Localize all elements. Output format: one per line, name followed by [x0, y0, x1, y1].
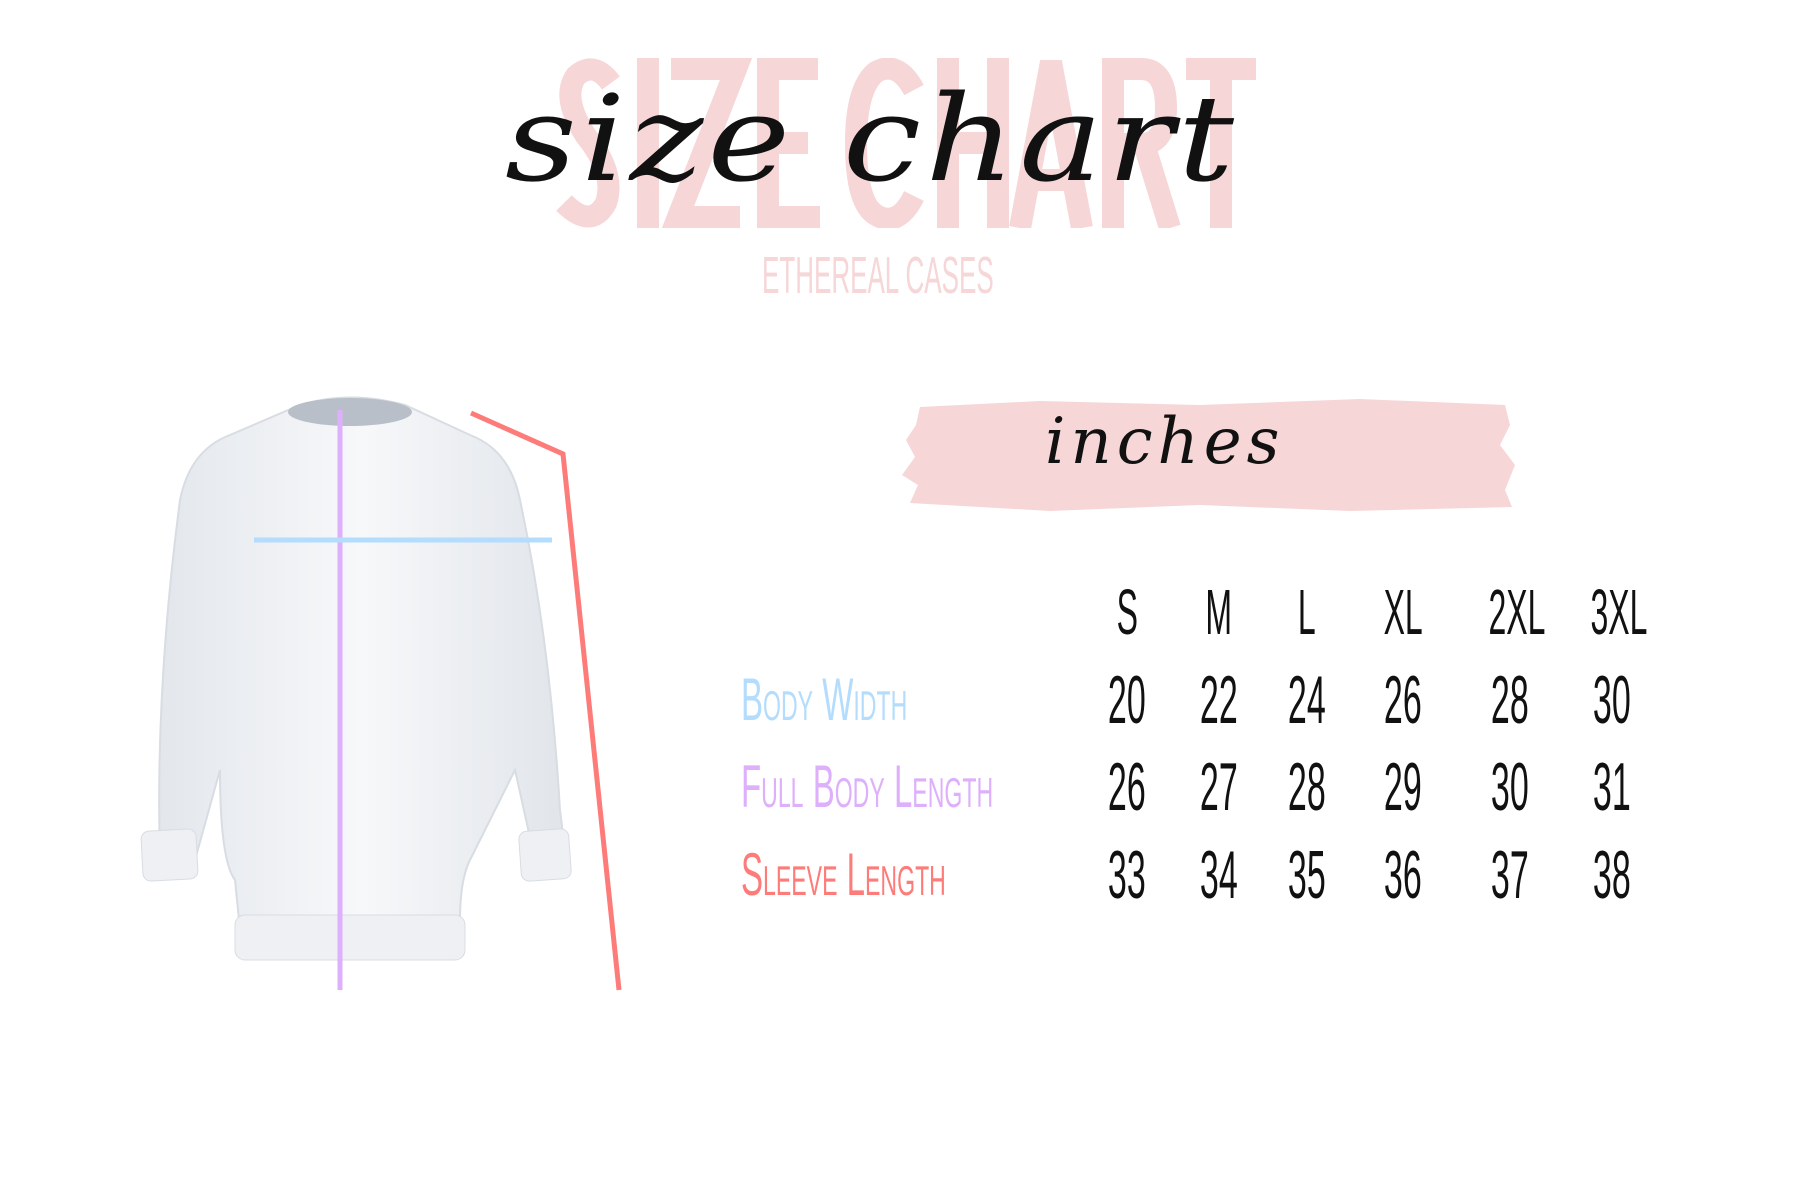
- watermark-letter: [1009, 59, 1093, 228]
- sweatshirt-body: [158, 396, 567, 932]
- cell-value: 20: [1108, 662, 1146, 738]
- cell-value: 30: [1593, 662, 1631, 738]
- unit-label: inches: [1045, 405, 1285, 479]
- watermark-letter: [556, 58, 620, 228]
- table-cell: 20: [1077, 666, 1177, 734]
- size-header-l: L: [1257, 580, 1357, 644]
- cell-value: 37: [1491, 837, 1529, 913]
- cell-value: 31: [1593, 749, 1631, 825]
- right-cuff: [518, 828, 572, 882]
- waistband: [234, 914, 466, 961]
- table-cell: 27: [1169, 753, 1269, 821]
- row-label-text: Full Body Length: [741, 753, 994, 820]
- size-header-text: 2XL: [1488, 576, 1546, 648]
- table-cell: 28: [1257, 753, 1357, 821]
- size-header-text: L: [1298, 576, 1316, 648]
- size-header-xl: XL: [1353, 580, 1453, 644]
- table-cell: 31: [1562, 753, 1662, 821]
- row-label-text: Body Width: [741, 666, 908, 733]
- watermark-letter: [661, 58, 753, 228]
- cell-value: 38: [1593, 837, 1631, 913]
- brand-name: ETHEREAL CASES: [762, 250, 1062, 302]
- table-cell: 26: [1353, 666, 1453, 734]
- cell-value: 27: [1200, 749, 1238, 825]
- table-cell: 35: [1257, 841, 1357, 909]
- watermark-letter: [937, 58, 1009, 228]
- row-label: Full Body Length: [741, 757, 1041, 817]
- size-header-s: S: [1077, 580, 1177, 644]
- row-label: Body Width: [741, 670, 1041, 730]
- cell-value: 36: [1384, 837, 1422, 913]
- cell-value: 35: [1288, 837, 1326, 913]
- table-cell: 38: [1562, 841, 1662, 909]
- size-header-3xl: 3XL: [1562, 580, 1662, 644]
- table-cell: 36: [1353, 841, 1453, 909]
- size-header-m: M: [1169, 580, 1269, 644]
- left-cuff: [140, 828, 199, 882]
- size-header-text: 3XL: [1590, 576, 1648, 648]
- watermark-letter: [1102, 58, 1181, 228]
- watermark-letter: [844, 58, 924, 228]
- cell-value: 30: [1491, 749, 1529, 825]
- cell-value: 28: [1491, 662, 1529, 738]
- table-cell: 37: [1460, 841, 1560, 909]
- size-header-text: S: [1116, 576, 1138, 648]
- cell-value: 34: [1200, 837, 1238, 913]
- cell-value: 26: [1108, 749, 1146, 825]
- sleeve-length-line: [469, 410, 622, 991]
- row-label: Sleeve Length: [741, 845, 1041, 905]
- table-cell: 26: [1077, 753, 1177, 821]
- sweatshirt-illustration: [140, 396, 622, 991]
- table-cell: 28: [1460, 666, 1560, 734]
- watermark-letter: [757, 58, 820, 228]
- size-header-text: M: [1205, 576, 1233, 648]
- table-cell: 34: [1169, 841, 1269, 909]
- script-title: size chart: [505, 70, 1238, 209]
- background-title-watermark: [556, 58, 1256, 228]
- cell-value: 28: [1288, 749, 1326, 825]
- row-label-text: Sleeve Length: [741, 841, 946, 908]
- cell-value: 33: [1108, 837, 1146, 913]
- table-cell: 24: [1257, 666, 1357, 734]
- table-cell: 22: [1169, 666, 1269, 734]
- watermark-letter: [1186, 58, 1256, 228]
- table-cell: 30: [1562, 666, 1662, 734]
- collar: [288, 398, 412, 426]
- size-header-2xl: 2XL: [1460, 580, 1560, 644]
- cell-value: 22: [1200, 662, 1238, 738]
- table-cell: 30: [1460, 753, 1560, 821]
- cell-value: 29: [1384, 749, 1422, 825]
- cell-value: 24: [1288, 662, 1326, 738]
- brush-stroke-banner: [902, 399, 1515, 511]
- table-cell: 33: [1077, 841, 1177, 909]
- cell-value: 26: [1384, 662, 1422, 738]
- table-cell: 29: [1353, 753, 1453, 821]
- brand-name-text: ETHEREAL CASES: [762, 247, 994, 305]
- size-header-text: XL: [1383, 576, 1423, 648]
